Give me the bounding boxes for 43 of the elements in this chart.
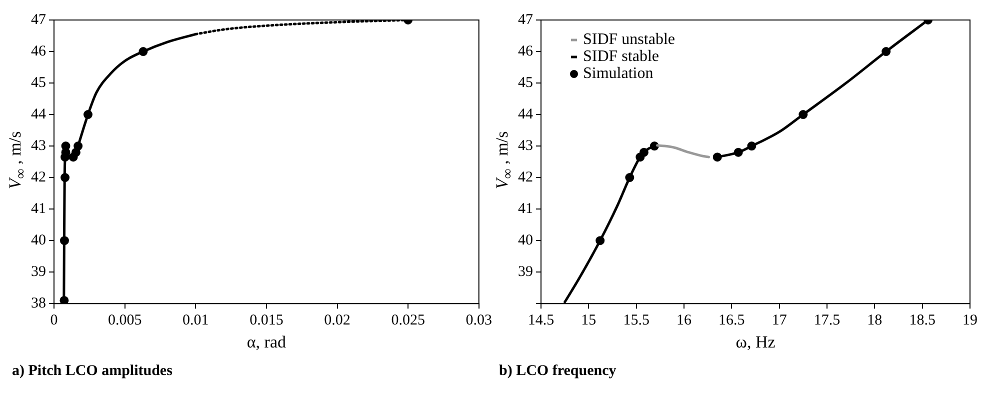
x-tick-label: 0.015 (250, 312, 284, 329)
x-axis-title: ω, Hz (736, 332, 776, 352)
x-tick-label: 15.5 (623, 312, 650, 329)
x-tick-label: 15 (581, 312, 596, 329)
legend-label: Simulation (583, 65, 654, 82)
x-tick-label: 0 (50, 312, 58, 329)
y-tick-label: 45 (518, 74, 533, 91)
x-tick-label: 16.5 (718, 312, 745, 329)
x-tick-label: 17.5 (814, 312, 840, 329)
y-tick-label: 39 (518, 264, 533, 280)
text: b) LCO frequency (498, 363, 618, 380)
x-axis-title: α, rad (246, 332, 286, 352)
y-tick-label: 40 (31, 232, 46, 249)
x-tick-label: 18 (867, 312, 882, 329)
y-tick-label: 38 (31, 296, 46, 312)
x-tick-label: 17 (772, 312, 788, 329)
text: a) Pitch LCO amplitudes (11, 363, 174, 380)
y-tick-label: 43 (518, 138, 533, 154)
x-tick-label: 14.5 (528, 312, 554, 329)
y-tick-label: 47 (518, 12, 534, 28)
y-tick-label: 41 (518, 201, 533, 218)
legend-label: SIDF stable (583, 48, 659, 66)
y-tick-label: 46 (31, 43, 46, 60)
x-tick-label: 0.01 (182, 312, 209, 329)
y-tick-label: 42 (518, 169, 533, 186)
y-tick-label: 41 (31, 201, 46, 218)
y-tick-label: 45 (31, 74, 46, 91)
y-tick-label: 39 (31, 264, 46, 280)
x-tick-label: 18.5 (909, 312, 936, 329)
legend-label: SIDF unstable (583, 31, 675, 48)
x-tick-label: 0.005 (108, 312, 142, 329)
y-tick-label: 44 (31, 106, 46, 122)
y-tick-label: 46 (518, 43, 534, 60)
x-tick-label: 16 (676, 312, 692, 329)
y-tick-label: 43 (31, 138, 46, 154)
y-tick-label: 42 (31, 169, 46, 186)
x-tick-label: 0.03 (466, 312, 492, 329)
y-tick-label: 44 (518, 106, 534, 122)
y-tick-label: 47 (31, 12, 46, 28)
x-tick-label: 19 (962, 312, 978, 329)
x-tick-label: 0.02 (324, 312, 350, 329)
x-tick-label: 0.025 (391, 312, 425, 329)
y-tick-label: 40 (518, 232, 533, 249)
